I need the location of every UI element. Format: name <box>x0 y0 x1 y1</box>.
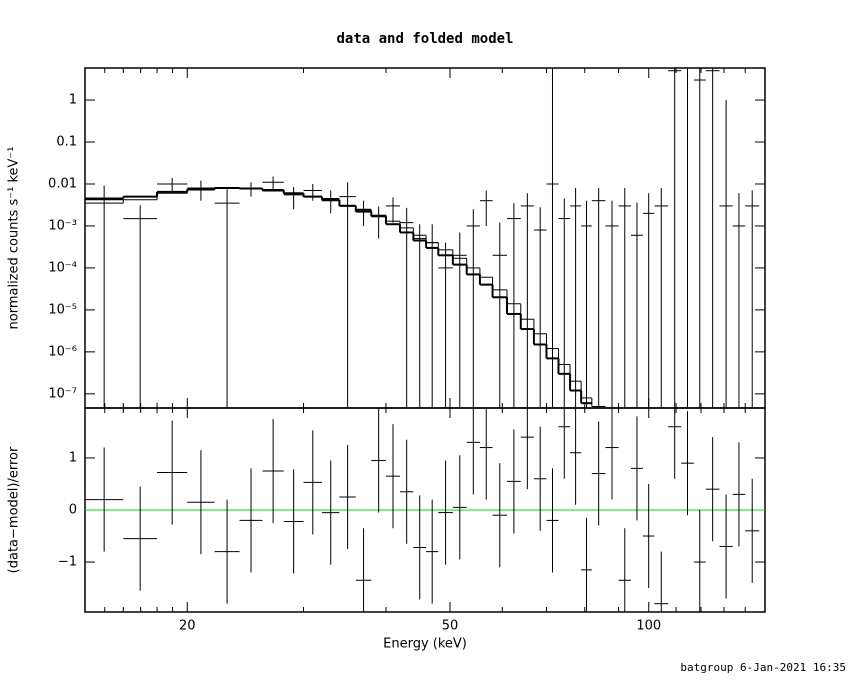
y-tick-label: 10⁻⁷ <box>48 386 77 401</box>
y-axis-label: normalized counts s⁻¹ keV⁻¹ <box>7 147 22 330</box>
y-tick-label: 0 <box>69 503 77 518</box>
x-tick-label: 100 <box>636 619 661 634</box>
plot-area <box>85 68 760 408</box>
plot-frame <box>84 67 766 409</box>
y-tick-label: 1 <box>69 450 77 465</box>
y-tick-label: 10⁻⁵ <box>48 302 77 317</box>
y-tick-label: 0.1 <box>56 135 77 150</box>
x-tick-label: 20 <box>179 619 196 634</box>
x-tick-label: 50 <box>442 619 459 634</box>
y-axis-label: (data−model)/error <box>7 446 22 573</box>
y-tick-label: 10⁻³ <box>48 218 77 233</box>
footer: batgroup 6-Jan-2021 16:35 <box>680 661 846 674</box>
y-tick-label: −1 <box>58 555 77 570</box>
y-tick-label: 10⁻⁴ <box>48 260 77 275</box>
chart-title: data and folded model <box>336 31 513 47</box>
x-axis-label: Energy (keV) <box>383 637 467 652</box>
plot-area <box>85 408 765 612</box>
y-tick-label: 0.01 <box>48 176 77 191</box>
y-tick-label: 10⁻⁶ <box>48 344 77 359</box>
y-tick-label: 1 <box>69 93 77 108</box>
